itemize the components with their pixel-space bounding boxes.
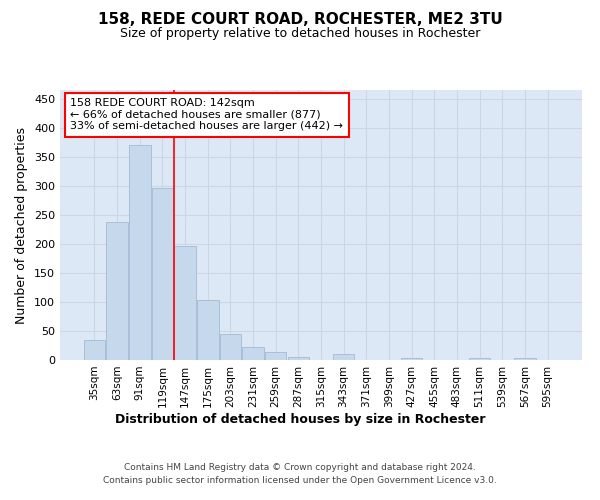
Text: Contains HM Land Registry data © Crown copyright and database right 2024.: Contains HM Land Registry data © Crown c… xyxy=(124,462,476,471)
Bar xyxy=(242,347,264,360)
Bar xyxy=(220,334,241,360)
Bar xyxy=(469,358,490,360)
Text: Distribution of detached houses by size in Rochester: Distribution of detached houses by size … xyxy=(115,412,485,426)
Y-axis label: Number of detached properties: Number of detached properties xyxy=(16,126,28,324)
Text: 158 REDE COURT ROAD: 142sqm
← 66% of detached houses are smaller (877)
33% of se: 158 REDE COURT ROAD: 142sqm ← 66% of det… xyxy=(70,98,343,132)
Text: 158, REDE COURT ROAD, ROCHESTER, ME2 3TU: 158, REDE COURT ROAD, ROCHESTER, ME2 3TU xyxy=(98,12,502,28)
Bar xyxy=(84,340,105,360)
Text: Size of property relative to detached houses in Rochester: Size of property relative to detached ho… xyxy=(120,28,480,40)
Bar xyxy=(514,358,536,360)
Bar xyxy=(265,352,286,360)
Text: Contains public sector information licensed under the Open Government Licence v3: Contains public sector information licen… xyxy=(103,476,497,485)
Bar xyxy=(197,300,218,360)
Bar xyxy=(401,358,422,360)
Bar xyxy=(287,357,309,360)
Bar xyxy=(175,246,196,360)
Bar xyxy=(333,354,355,360)
Bar xyxy=(106,222,128,360)
Bar xyxy=(152,188,173,360)
Bar xyxy=(129,145,151,360)
